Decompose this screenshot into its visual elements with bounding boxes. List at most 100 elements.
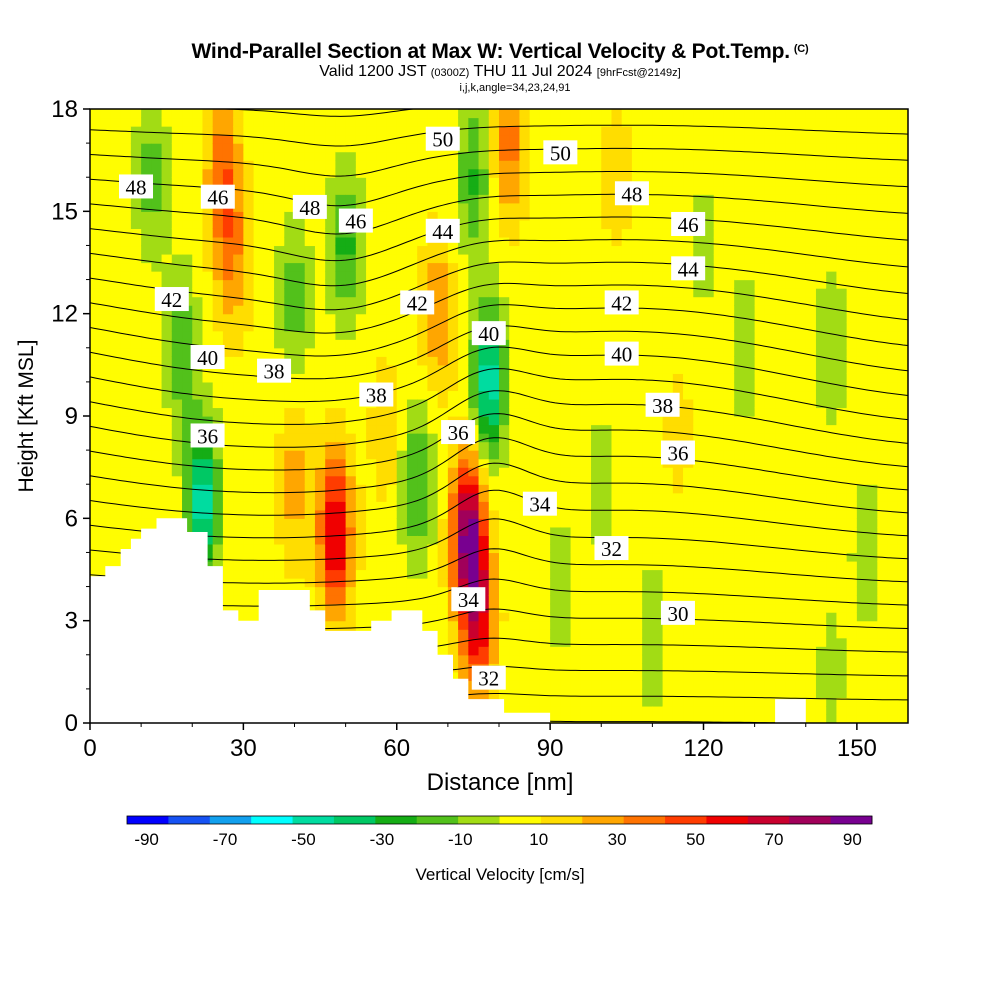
- heatmap-cell: [468, 612, 480, 622]
- heatmap-cell: [90, 441, 101, 451]
- heatmap-cell: [325, 288, 336, 298]
- heatmap-cell: [713, 134, 725, 144]
- heatmap-cell: [754, 526, 766, 536]
- heatmap-cell: [314, 552, 326, 562]
- heatmap-cell: [427, 185, 439, 195]
- heatmap-cell: [723, 253, 735, 264]
- heatmap-cell: [723, 595, 735, 605]
- heatmap-cell: [631, 228, 643, 238]
- heatmap-cell: [539, 288, 551, 298]
- heatmap-cell: [519, 688, 531, 699]
- heatmap-cell: [764, 450, 776, 460]
- heatmap-cell: [406, 339, 418, 349]
- heatmap-cell: [345, 364, 357, 374]
- heatmap-cell: [110, 535, 122, 545]
- heatmap-cell: [447, 450, 459, 460]
- heatmap-cell: [652, 646, 664, 656]
- heatmap-cell: [90, 475, 101, 485]
- heatmap-cell: [253, 552, 265, 562]
- heatmap-cell: [509, 671, 521, 681]
- heatmap-cell: [488, 168, 500, 178]
- heatmap-cell: [417, 245, 429, 255]
- heatmap-cell: [468, 629, 480, 639]
- heatmap-cell: [90, 236, 101, 247]
- heatmap-cell: [376, 509, 388, 519]
- heatmap-cell: [294, 501, 306, 511]
- heatmap-cell: [621, 330, 633, 340]
- heatmap-cell: [182, 143, 193, 153]
- heatmap-cell: [406, 126, 418, 136]
- heatmap-cell: [376, 177, 388, 187]
- heatmap-cell: [212, 407, 224, 417]
- heatmap-cell: [417, 194, 429, 204]
- heatmap-cell: [417, 433, 429, 443]
- heatmap-cell: [550, 586, 561, 596]
- heatmap-cell: [345, 202, 357, 212]
- heatmap-cell: [304, 398, 316, 409]
- heatmap-cell: [447, 501, 459, 511]
- heatmap-cell: [376, 501, 388, 511]
- heatmap-cell: [693, 398, 705, 409]
- heatmap-cell: [161, 433, 173, 443]
- heatmap-cell: [141, 347, 152, 357]
- heatmap-cell: [560, 262, 572, 272]
- heatmap-cell: [90, 109, 101, 119]
- heatmap-cell: [314, 381, 326, 392]
- heatmap-cell: [325, 560, 336, 571]
- heatmap-cell: [570, 109, 582, 119]
- heatmap-cell: [468, 236, 480, 247]
- heatmap-cell: [519, 467, 531, 477]
- heatmap-cell: [785, 194, 797, 204]
- heatmap-cell: [274, 271, 285, 281]
- heatmap-cell: [764, 654, 776, 664]
- heatmap-cell: [478, 253, 490, 264]
- heatmap-cell: [171, 339, 183, 349]
- heatmap-cell: [642, 339, 653, 349]
- heatmap-cell: [294, 151, 306, 161]
- heatmap-cell: [539, 168, 551, 178]
- heatmap-cell: [539, 202, 551, 212]
- heatmap-cell: [775, 578, 786, 588]
- heatmap-cell: [785, 484, 797, 494]
- heatmap-cell: [509, 177, 521, 187]
- heatmap-cell: [621, 228, 633, 238]
- heatmap-cell: [437, 398, 449, 409]
- heatmap-cell: [734, 211, 745, 221]
- heatmap-cell: [130, 450, 142, 460]
- heatmap-cell: [233, 390, 244, 400]
- heatmap-cell: [161, 441, 173, 451]
- heatmap-cell: [151, 245, 163, 255]
- heatmap-cell: [693, 475, 705, 485]
- heatmap-cell: [591, 211, 602, 221]
- heatmap-cell: [683, 134, 694, 144]
- heatmap-cell: [499, 526, 510, 536]
- heatmap-cell: [458, 364, 469, 374]
- heatmap-cell: [509, 578, 521, 588]
- heatmap-cell: [110, 492, 122, 502]
- heatmap-cell: [233, 322, 244, 332]
- heatmap-cell: [458, 288, 469, 298]
- heatmap-cell: [642, 305, 653, 315]
- heatmap-cell: [509, 373, 521, 383]
- heatmap-cell: [529, 117, 541, 127]
- heatmap-cell: [120, 143, 132, 153]
- heatmap-cell: [294, 364, 306, 374]
- heatmap-cell: [130, 279, 142, 289]
- heatmap-cell: [591, 450, 602, 460]
- heatmap-cell: [427, 475, 439, 485]
- heatmap-cell: [130, 160, 142, 170]
- heatmap-cell: [529, 697, 541, 707]
- heatmap-cell: [601, 578, 613, 588]
- heatmap-cell: [366, 117, 377, 127]
- heatmap-cell: [560, 330, 572, 340]
- heatmap-cell: [396, 509, 408, 519]
- heatmap-cell: [406, 219, 418, 229]
- heatmap-cell: [764, 339, 776, 349]
- heatmap-cell: [744, 236, 756, 247]
- heatmap-cell: [161, 424, 173, 434]
- heatmap-cell: [161, 202, 173, 212]
- heatmap-cell: [274, 492, 285, 502]
- heatmap-cell: [539, 177, 551, 187]
- heatmap-cell: [171, 194, 183, 204]
- heatmap-cell: [529, 185, 541, 195]
